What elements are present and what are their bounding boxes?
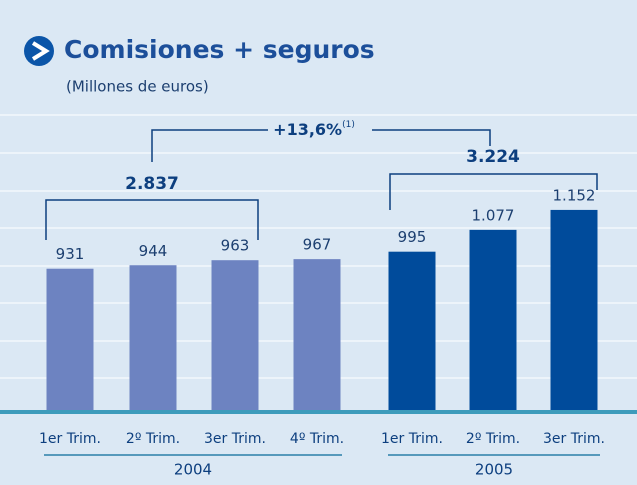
value-label: 1.077 — [472, 206, 515, 224]
value-label: 931 — [56, 245, 85, 263]
value-label: 995 — [398, 228, 427, 246]
value-label: 963 — [221, 237, 250, 255]
x-tick-label: 1er Trim. — [39, 431, 101, 447]
x-tick-label: 3er Trim. — [543, 431, 605, 447]
x-tick-label: 4º Trim. — [290, 431, 344, 447]
chart-subtitle: (Millones de euros) — [66, 78, 209, 96]
bar — [46, 268, 94, 410]
x-tick-label: 2º Trim. — [466, 431, 520, 447]
bracket — [151, 129, 491, 162]
annotation-note: (1) — [342, 120, 355, 130]
bar — [293, 259, 341, 410]
bar — [388, 251, 436, 410]
bar — [550, 209, 598, 410]
bracket — [389, 173, 598, 210]
x-tick-label: 2º Trim. — [126, 431, 180, 447]
bar — [211, 260, 259, 410]
bar — [129, 265, 177, 410]
title-icon — [24, 36, 54, 66]
chart-title: Comisiones + seguros — [64, 35, 375, 64]
annotation: +13,6%(1) — [273, 120, 355, 139]
value-label: 944 — [139, 242, 168, 260]
bar — [469, 229, 517, 410]
annotation: 3.224 — [466, 147, 520, 167]
group-label: 2004 — [174, 461, 212, 479]
annotation: 2.837 — [125, 174, 179, 194]
annotation-text: +13,6% — [273, 120, 342, 139]
x-tick-label: 1er Trim. — [381, 431, 443, 447]
x-tick-label: 3er Trim. — [204, 431, 266, 447]
group-label: 2005 — [475, 461, 513, 479]
bracket — [45, 199, 259, 240]
value-label: 1.152 — [553, 186, 596, 204]
value-label: 967 — [303, 236, 332, 254]
